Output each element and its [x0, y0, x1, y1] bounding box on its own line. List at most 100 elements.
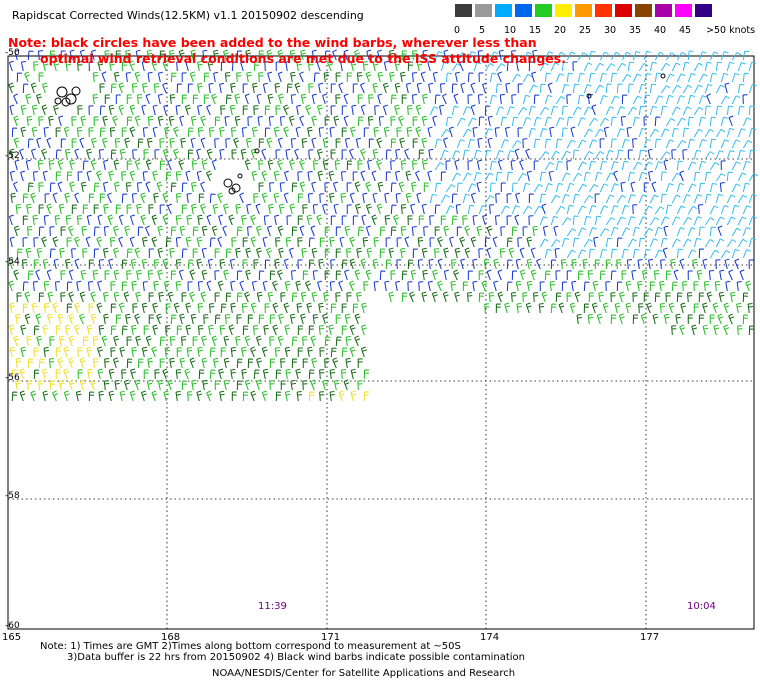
wind-barb: [38, 50, 44, 61]
wind-barb: [201, 357, 208, 369]
wind-barb: [181, 72, 187, 83]
wind-barb: [646, 302, 653, 314]
wind-barb: [266, 49, 273, 61]
wind-barb: [114, 379, 120, 391]
wind-barb: [118, 214, 124, 226]
wind-barb: [394, 82, 401, 94]
wind-barb: [407, 259, 414, 270]
wind-barb: [157, 93, 163, 105]
wind-barb: [240, 148, 247, 160]
wind-barb: [38, 380, 44, 391]
wind-barb: [262, 280, 268, 292]
wind-barb: [748, 325, 755, 336]
wind-barb: [399, 137, 406, 149]
wind-barb: [36, 93, 42, 105]
wind-barb: [289, 203, 296, 215]
wind-barb: [549, 126, 555, 138]
wind-barb: [412, 160, 418, 171]
wind-barb: [422, 159, 428, 171]
wind-barb: [488, 292, 495, 303]
wind-barb: [470, 192, 476, 204]
wind-barb: [360, 148, 367, 160]
wind-barb: [26, 335, 32, 347]
wind-barb: [516, 60, 522, 72]
wind-barb: [472, 127, 478, 138]
wind-barb: [477, 94, 483, 105]
wind-barb: [46, 203, 53, 215]
wind-barb: [704, 281, 710, 292]
wind-barb: [55, 149, 62, 160]
wind-barb: [396, 127, 402, 138]
wind-barb: [131, 83, 138, 94]
wind-barb: [165, 171, 172, 182]
wind-barb: [588, 227, 597, 237]
wind-barb: [162, 148, 169, 160]
wind-barb: [345, 336, 352, 347]
wind-barb: [318, 82, 324, 94]
wind-barb: [223, 49, 229, 61]
wind-barb: [643, 205, 653, 215]
wind-barb: [432, 115, 438, 127]
wind-barb: [572, 215, 579, 226]
wind-barb: [671, 84, 682, 94]
wind-barb: [288, 247, 294, 259]
wind-barb: [514, 214, 520, 226]
wind-barb: [377, 93, 383, 105]
wind-barb: [11, 369, 17, 380]
wind-barb: [698, 95, 707, 105]
wind-barb: [654, 206, 665, 215]
wind-barb: [442, 291, 449, 303]
wind-barb: [137, 138, 144, 149]
wind-barb: [682, 216, 693, 226]
wind-barb: [643, 182, 649, 192]
wind-barb: [126, 358, 133, 369]
wind-barb: [294, 82, 301, 94]
wind-barb: [255, 225, 262, 237]
wind-barb: [126, 336, 132, 347]
wind-barb: [68, 291, 75, 303]
wind-barb: [742, 160, 751, 171]
wind-barb: [660, 237, 668, 248]
wind-barb: [621, 248, 629, 259]
wind-barb: [13, 269, 20, 281]
wind-barb: [115, 204, 121, 215]
wind-barb: [671, 62, 681, 72]
wind-barb: [22, 83, 29, 94]
wind-barb: [462, 149, 470, 160]
wind-barb: [267, 93, 274, 105]
wind-barb: [476, 159, 482, 171]
wind-barb: [371, 214, 378, 226]
wind-barb: [305, 104, 312, 116]
wind-barb: [555, 95, 566, 105]
wind-barb: [605, 259, 611, 269]
wind-barb: [8, 60, 14, 72]
wind-barb: [726, 216, 736, 226]
wind-barb: [241, 214, 247, 226]
wind-barb: [737, 83, 745, 94]
wind-barb: [74, 192, 79, 204]
wind-barb: [354, 49, 361, 61]
wind-barb: [621, 270, 627, 281]
wind-barb: [730, 291, 736, 303]
wind-barb: [225, 138, 231, 149]
wind-barb: [186, 193, 192, 204]
wind-barb: [372, 148, 379, 160]
wind-barb: [412, 116, 418, 127]
wind-barb: [322, 203, 327, 215]
wind-barb: [511, 270, 518, 281]
wind-barb: [660, 259, 666, 270]
wind-barb: [341, 369, 347, 380]
wind-barb: [93, 358, 99, 369]
wind-barb: [55, 171, 61, 182]
wind-barb: [462, 106, 472, 116]
wind-barb: [693, 171, 701, 182]
wind-barb: [405, 170, 412, 182]
wind-barb: [687, 205, 698, 215]
wind-barb: [181, 336, 187, 347]
wind-barb: [687, 138, 695, 149]
wind-barb: [533, 138, 541, 149]
wind-barb: [269, 314, 275, 324]
wind-barb: [511, 50, 517, 61]
wind-barb: [715, 216, 725, 226]
wind-barb: [68, 379, 75, 391]
